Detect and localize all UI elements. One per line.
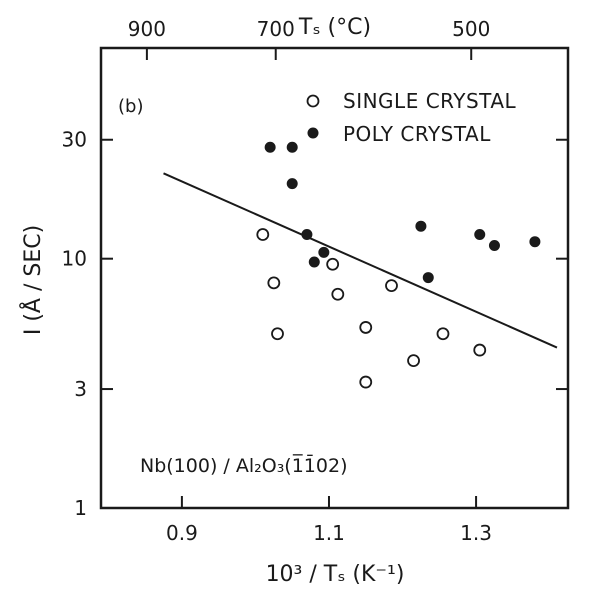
fit-line-group: [163, 172, 558, 349]
poly-crystal-point-10: [529, 236, 541, 248]
single-crystal-point-5: [359, 321, 373, 334]
plot-frame: [99, 46, 570, 510]
poly-crystal-point-7: [422, 272, 434, 284]
legend-marker-poly-crystal: [307, 127, 319, 139]
top-axis-label: Tₛ (°C): [298, 15, 371, 40]
single-crystal-point-9: [436, 327, 450, 341]
top-tick-label-1: 700: [257, 17, 295, 41]
poly-crystal-point-5: [318, 246, 330, 258]
y-tick-label-0: 1: [74, 496, 87, 520]
x-tick-label-1: 1.1: [313, 521, 345, 545]
sample-annotation: Nb(100) / Al₂O₃(1̅1̄02): [140, 453, 348, 477]
poly-crystal-point-8: [474, 229, 486, 241]
top-tick-label-0: 900: [128, 17, 166, 41]
single-crystal-point-10: [473, 343, 487, 357]
single-crystal-point-1: [267, 276, 281, 290]
y-tick-label-3: 30: [62, 128, 87, 152]
tick-labels: 0.9 1.1 1.3 900 700 500 1 3 10 30: [62, 17, 492, 545]
poly-crystal-point-6: [415, 220, 427, 232]
legend-label-single-crystal: SINGLE CRYSTAL: [343, 89, 517, 113]
single-crystal-point-7: [385, 279, 398, 292]
x-axis-label: 10³ / Tₛ (K⁻¹): [266, 562, 405, 587]
single-crystal-point-2: [271, 327, 284, 341]
single-crystal-point-8: [407, 354, 420, 368]
poly-crystal-point-2: [286, 178, 298, 190]
data-points: [256, 141, 541, 389]
poly-crystal-point-9: [488, 239, 500, 251]
tick-marks: [101, 48, 568, 509]
single-crystal-point-6: [359, 375, 373, 389]
x-tick-label-2: 1.3: [460, 521, 492, 545]
poly-crystal-point-0: [264, 141, 276, 153]
single-crystal-point-4: [331, 287, 345, 301]
panel-label: (b): [118, 96, 143, 117]
y-axis-label: I (Å / SEC): [19, 225, 46, 335]
top-tick-label-2: 500: [452, 17, 490, 41]
poly-crystal-point-3: [301, 229, 313, 241]
legend-marker-single-crystal: [306, 94, 320, 108]
legend: SINGLE CRYSTAL POLY CRYSTAL: [306, 89, 517, 146]
legend-label-poly-crystal: POLY CRYSTAL: [343, 122, 491, 146]
y-tick-label-1: 3: [74, 377, 87, 401]
single-crystal-point-3: [326, 257, 340, 271]
poly-crystal-point-1: [286, 141, 298, 153]
fit-line: [163, 172, 558, 349]
poly-crystal-point-4: [308, 256, 320, 268]
single-crystal-point-0: [256, 228, 270, 241]
y-tick-label-2: 10: [62, 247, 87, 271]
x-tick-label-0: 0.9: [166, 521, 198, 545]
